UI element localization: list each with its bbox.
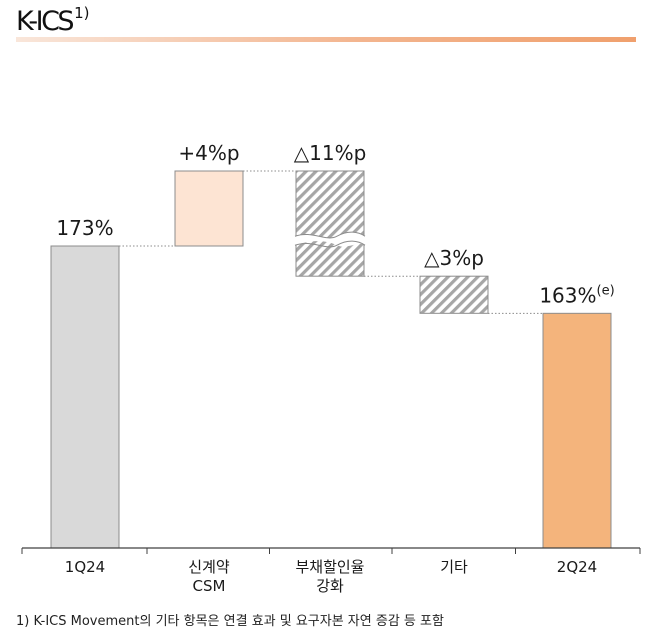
x-axis [21,547,641,554]
category-label-4: 기타 [440,558,468,576]
value-label-4: △3%p [424,246,484,270]
value-label-5: 163%(e) [539,283,614,307]
title-underline [16,37,636,42]
value-label-2: +4%p [178,141,239,165]
category-label-5: 2Q24 [557,558,597,576]
bar-3 [295,170,365,277]
value-label-1: 173% [56,216,113,240]
chart-title-note: 1) [74,4,90,22]
chart-title-text: K-ICS [16,6,75,37]
bar-4 [419,275,489,314]
category-label-2: 신계약 CSM [188,558,230,595]
chart-title: K-ICS 1) [16,4,89,37]
x-axis-tick-labels: 1Q24 신계약 CSM 부채할인율 강화 기타 2Q24 [65,558,597,595]
bars-layer [50,170,612,549]
connector-lines [119,170,543,314]
footnote: 1) K-ICS Movement의 기타 항목은 연결 효과 및 요구자본 자… [16,614,444,629]
value-label-3: △11%p [294,141,367,165]
value-labels: 173% +4%p △11%p △3%p 163%(e) [56,141,614,307]
bar-1 [50,245,120,549]
bar-5 [542,312,612,549]
axis-break-layer [294,231,366,248]
category-label-3: 부채할인율 강화 [295,558,364,595]
category-label-1: 1Q24 [65,558,105,576]
value-label-note: (e) [597,283,615,298]
waterfall-chart: 173% +4%p △11%p △3%p 163%(e) 1Q24 신계약 CSM 부채할인율… [21,141,641,595]
bar-2 [174,170,244,247]
axis-break-mark [294,231,366,248]
